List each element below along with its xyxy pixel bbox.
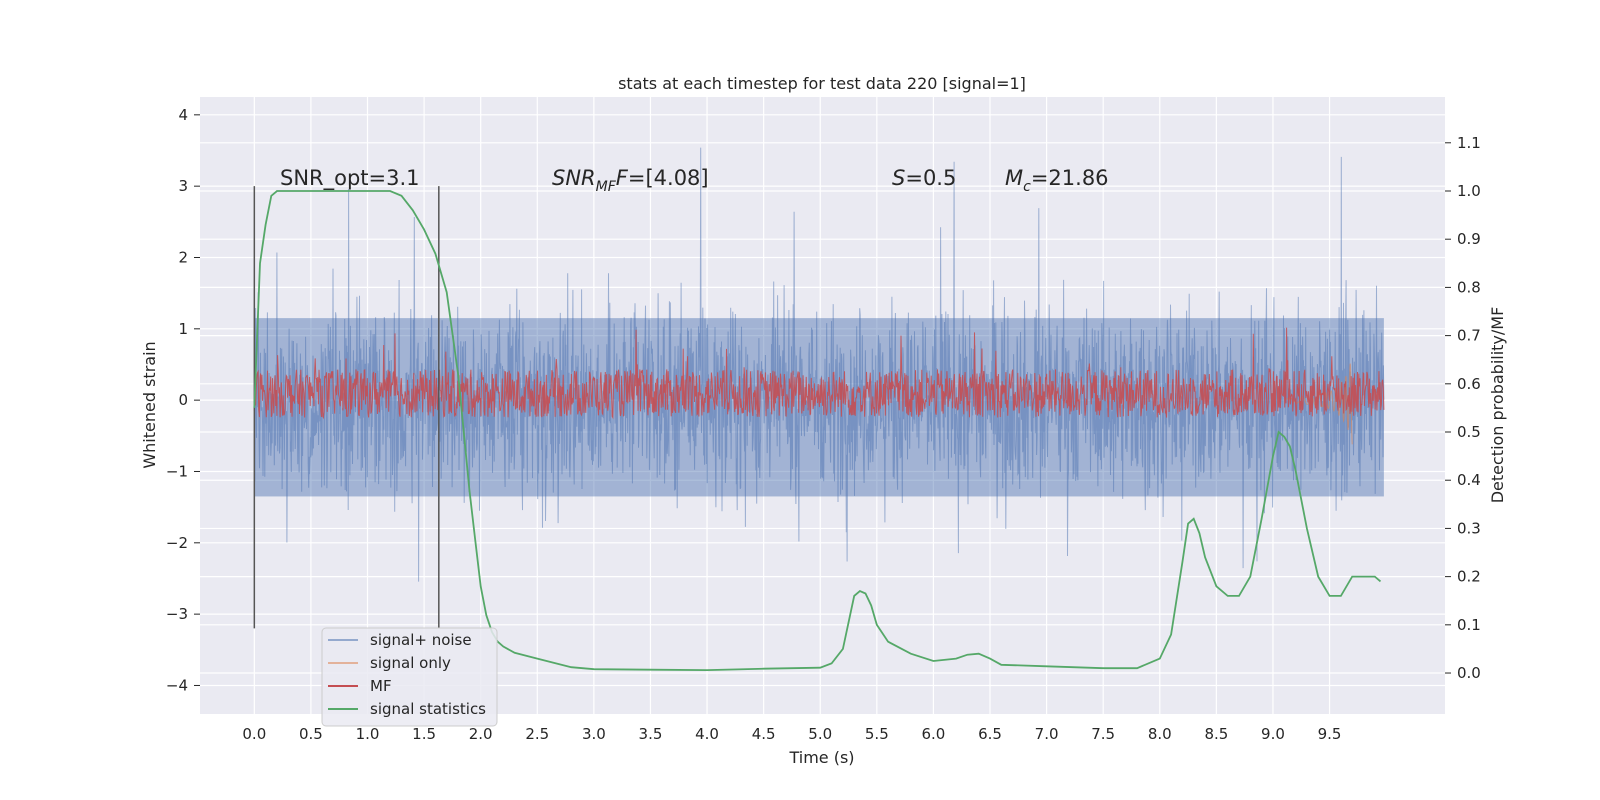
y-tick-label: −3 — [166, 605, 188, 623]
x-tick-label: 1.0 — [356, 725, 380, 743]
y2-tick-label: 0.7 — [1457, 327, 1481, 345]
y-tick-label: −4 — [166, 676, 188, 694]
y-tick-label: 3 — [178, 177, 188, 195]
x-tick-label: 6.0 — [921, 725, 945, 743]
annotation-mc-main: M — [1005, 166, 1023, 190]
legend-label-signal-noise: signal+ noise — [370, 631, 472, 649]
annotation-snr-mf: SNRMFF=[4.08] — [552, 166, 709, 195]
x-tick-label: 7.5 — [1091, 725, 1115, 743]
x-tick-label: 3.0 — [582, 725, 606, 743]
legend-box — [321, 627, 498, 727]
y2-tick-label: 1.1 — [1457, 134, 1481, 152]
annotation-s-main: S — [892, 166, 905, 190]
x-tick-label: 5.5 — [865, 725, 889, 743]
annotation-s-value: =0.5 — [905, 166, 956, 190]
legend-label-statistics: signal statistics — [370, 700, 486, 718]
series-signal-noise-band — [254, 318, 1384, 497]
annotations: SNR_opt=3.1 SNRMFF=[4.08] S=0.5 Mc=21.86 — [280, 166, 1109, 195]
y2-tick-label: 0.2 — [1457, 568, 1481, 586]
y2-tick-label: 0.6 — [1457, 375, 1481, 393]
x-tick-label: 8.0 — [1148, 725, 1172, 743]
y2-tick-label: 0.8 — [1457, 278, 1481, 296]
legend: signal+ noise signal only MF signal stat… — [321, 627, 498, 727]
y2-tick-label: 0.1 — [1457, 616, 1481, 634]
annotation-s: S=0.5 — [892, 166, 956, 190]
x-axis-title: Time (s) — [788, 748, 854, 767]
annotation-snr-mf-sub: MF — [596, 179, 617, 195]
y-tick-label: 2 — [178, 248, 188, 266]
y-tick-label: −1 — [166, 462, 188, 480]
x-tick-label: 9.0 — [1261, 725, 1285, 743]
x-tick-label: 1.5 — [412, 725, 436, 743]
series-mf — [253, 327, 1385, 420]
annotation-snr-mf-f: F — [616, 166, 629, 190]
y-axis-title: Whitened strain — [140, 341, 159, 468]
chart-title: stats at each timestep for test data 220… — [618, 74, 1026, 93]
x-tick-label: 2.5 — [525, 725, 549, 743]
x-tick-label: 4.5 — [752, 725, 776, 743]
y2-tick-label: 1.0 — [1457, 182, 1481, 200]
plot-area — [253, 147, 1385, 672]
x-tick-label: 0.5 — [299, 725, 323, 743]
x-tick-label: 4.0 — [695, 725, 719, 743]
y-tick-label: 4 — [178, 106, 188, 124]
y2-tick-label: 0.5 — [1457, 423, 1481, 441]
y-tick-label: 0 — [178, 391, 188, 409]
x-tick-label: 2.0 — [469, 725, 493, 743]
x-tick-label: 8.5 — [1204, 725, 1228, 743]
y2-tick-label: 0.0 — [1457, 664, 1481, 682]
annotation-snr-opt: SNR_opt=3.1 — [280, 166, 420, 191]
annotation-mc-value: =21.86 — [1031, 166, 1109, 190]
y2-tick-label: 0.4 — [1457, 471, 1481, 489]
annotation-mc: Mc=21.86 — [1005, 166, 1109, 195]
y2-tick-label: 0.3 — [1457, 519, 1481, 537]
y2-axis-title: Detection probability/MF — [1488, 307, 1507, 504]
series-signal-statistics — [253, 190, 1382, 672]
annotation-snr-mf-main: SNR — [552, 166, 596, 190]
x-tick-label: 9.5 — [1318, 725, 1342, 743]
y-tick-label: −2 — [166, 534, 188, 552]
legend-label-signal-only: signal only — [370, 654, 451, 672]
tick-labels: 0.0 0.5 1.0 1.5 2.0 2.5 3.0 3.5 4.0 4.5 5.0 5.5 6.0 6… — [166, 106, 1481, 743]
y-tick-label: 1 — [178, 320, 188, 338]
y2-tick-label: 0.9 — [1457, 230, 1481, 248]
x-tick-label: 3.5 — [639, 725, 663, 743]
annotation-snr-mf-value: =[4.08] — [628, 166, 709, 190]
x-tick-label: 6.5 — [978, 725, 1002, 743]
x-tick-label: 5.0 — [808, 725, 832, 743]
annotation-mc-sub: c — [1023, 179, 1031, 195]
x-tick-label: 0.0 — [242, 725, 266, 743]
legend-label-mf: MF — [370, 677, 392, 695]
x-tick-label: 7.0 — [1035, 725, 1059, 743]
